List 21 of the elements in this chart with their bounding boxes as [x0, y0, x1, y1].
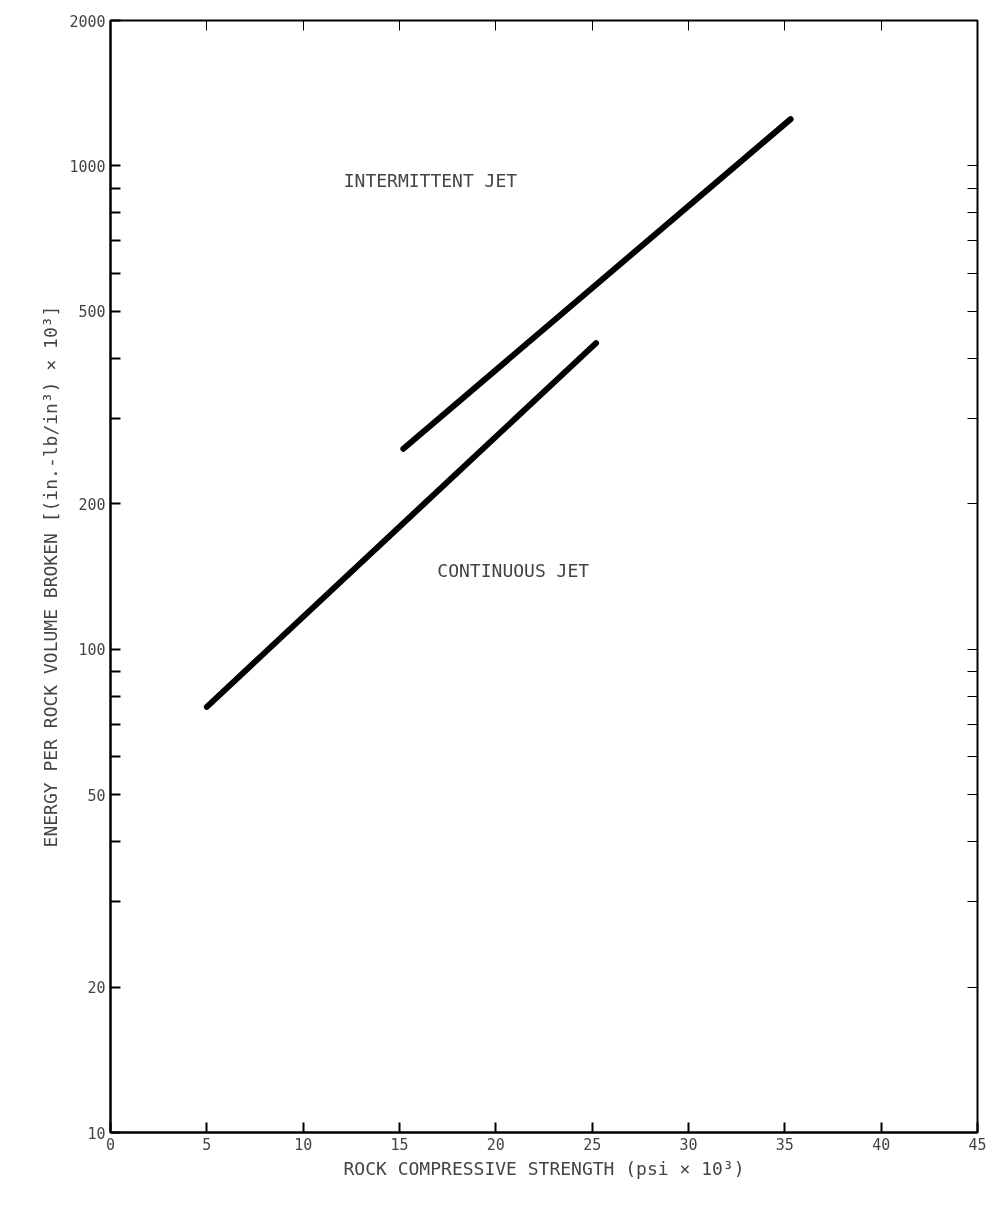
- x-tick-label: 20: [486, 1135, 505, 1154]
- y-tick-label: 200: [78, 495, 106, 514]
- x-tick-label: 0: [105, 1135, 116, 1154]
- annotation: CONTINUOUS JET: [437, 560, 590, 582]
- y-tick-label: 1000: [69, 157, 106, 176]
- x-tick-label: 40: [872, 1135, 891, 1154]
- x-axis-title: ROCK COMPRESSIVE STRENGTH (psi × 10³): [343, 1157, 745, 1179]
- x-tick-label: 45: [968, 1135, 987, 1154]
- y-tick-label: 100: [78, 641, 106, 660]
- annotation: INTERMITTENT JET: [343, 170, 518, 192]
- x-tick-label: 35: [775, 1135, 794, 1154]
- y-tick-label: 50: [87, 786, 106, 805]
- y-axis-title: ENERGY PER ROCK VOLUME BROKEN [(in.-lb/in³) × 10³]: [40, 305, 62, 848]
- x-tick-label: 5: [202, 1135, 212, 1154]
- y-tick-label: 2000: [69, 12, 106, 31]
- x-tick-label: 30: [679, 1135, 698, 1154]
- x-tick-label: 10: [294, 1135, 313, 1154]
- y-tick-label: 500: [78, 303, 106, 322]
- x-tick-label: 25: [583, 1135, 602, 1154]
- x-tick-label: 15: [390, 1135, 409, 1154]
- y-tick-label: 20: [87, 979, 106, 998]
